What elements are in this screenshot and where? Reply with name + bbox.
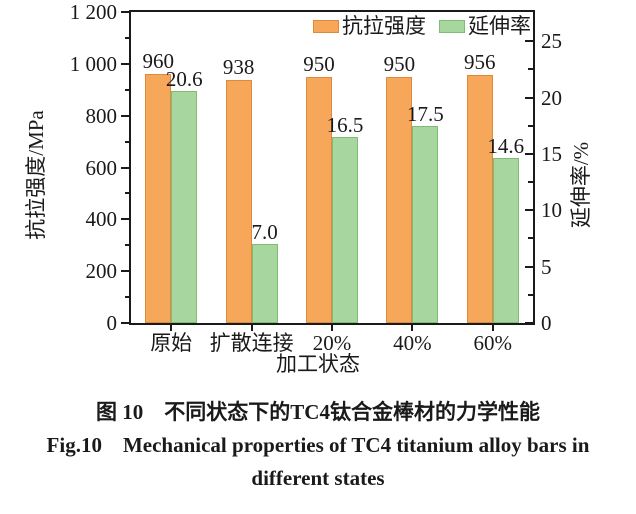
y-left-major-tick [121,166,129,169]
y-right-major-tick [525,322,533,324]
figure-caption: 图 10 不同状态下的TC4钛合金棒材的力学性能 Fig.10 Mechanic… [0,396,636,495]
x-tick [170,325,173,331]
y-right-minor-tick [528,181,533,184]
bar-tensile-strength-3 [386,76,413,323]
value-label-tensile-strength-0: 960 [142,49,174,74]
y-right-tick-label: 0 [541,311,552,335]
value-label-tensile-strength-1: 938 [222,54,255,79]
caption-zh: 图 10 不同状态下的TC4钛合金棒材的力学性能 [96,400,540,424]
y-right-tick-label: 20 [541,85,562,110]
caption-en-line2: different states [251,466,385,490]
axis-title-x: 加工状态 [276,352,360,376]
bar-tensile-strength-1 [225,79,252,323]
bar-tensile-strength-0 [145,74,172,323]
y-left-major-tick [121,62,129,65]
y-right-tick-label: 15 [541,141,562,166]
x-tick-label: 40% [393,331,432,355]
bar-elongation-1 [251,244,278,323]
y-left-minor-tick [125,88,129,91]
caption-en-line1: Fig.10 Mechanical properties of TC4 tita… [46,433,590,457]
x-tick [491,325,494,331]
x-tick-label: 20% [312,331,352,355]
y-left-major-tick [121,218,129,221]
legend-swatch-elongation [439,19,465,33]
x-tick-label: 原始 [150,331,193,355]
x-tick-label: 扩散连接 [209,331,294,355]
y-right-major-tick [525,265,533,268]
legend-label-elongation: 延伸率 [468,14,531,38]
y-left-major-tick [121,270,129,273]
axis-title-right: 延伸率/% [569,141,593,229]
chart-legend: 抗拉强度 延伸率 [313,14,531,38]
legend-item-elongation: 延伸率 [439,14,531,38]
plot-frame [129,10,535,325]
y-right-major-tick [525,209,533,212]
y-right-minor-tick [528,68,533,71]
y-left-tick-label: 0 [106,311,118,335]
y-left-tick-label: 800 [85,103,118,128]
bar-chart-canvas: 抗拉强度 延伸率 0 200 400 600 800 1 000 1 200 0 5 10 15 20 2… [24,0,593,376]
bar-tensile-strength-4 [466,75,493,323]
x-tick [411,325,414,331]
y-right-minor-tick [528,293,533,296]
y-left-tick-label: 1 200 [69,0,117,24]
bar-elongation-2 [332,137,358,323]
value-label-elongation-1: 7.0 [251,220,278,245]
legend-label-tensile-strength: 抗拉强度 [342,14,426,38]
y-left-tick-label: 400 [85,207,118,232]
bar-elongation-4 [492,158,519,323]
y-left-major-tick [121,11,129,13]
value-label-elongation-0: 20.6 [165,66,203,91]
legend-swatch-tensile-strength [313,19,339,33]
bar-tensile-strength-2 [306,76,332,323]
y-right-tick-label: 5 [541,254,552,279]
x-tick [331,325,333,331]
axis-title-left: 抗拉强度/MPa [24,110,48,240]
y-left-major-tick [121,114,129,117]
bar-elongation-0 [171,90,198,323]
y-right-tick-label: 10 [541,198,562,223]
legend-item-tensile-strength: 抗拉强度 [313,14,426,38]
value-label-tensile-strength-4: 956 [464,50,496,75]
y-right-major-tick [525,152,533,155]
y-right-minor-tick [528,237,533,240]
y-left-major-tick [121,322,129,324]
y-left-tick-label: 1 000 [69,51,117,76]
x-tick-label: 60% [473,331,513,355]
y-right-tick-label: 25 [541,29,562,54]
value-label-elongation-2: 16.5 [326,113,364,138]
value-label-tensile-strength-2: 950 [303,51,335,76]
x-tick [250,325,253,331]
y-left-minor-tick [125,36,129,39]
y-left-tick-label: 200 [85,259,118,284]
bar-elongation-3 [412,125,439,323]
y-left-minor-tick [125,192,129,195]
y-left-tick-label: 600 [85,155,118,180]
value-label-elongation-3: 17.5 [407,101,444,126]
value-label-tensile-strength-3: 950 [383,51,416,76]
y-right-major-tick [525,96,533,99]
y-left-minor-tick [125,244,129,247]
y-right-minor-tick [528,124,533,127]
y-left-minor-tick [125,140,129,143]
y-left-minor-tick [125,296,129,299]
y-right-major-tick [525,40,533,43]
value-label-elongation-4: 14.6 [487,134,525,159]
